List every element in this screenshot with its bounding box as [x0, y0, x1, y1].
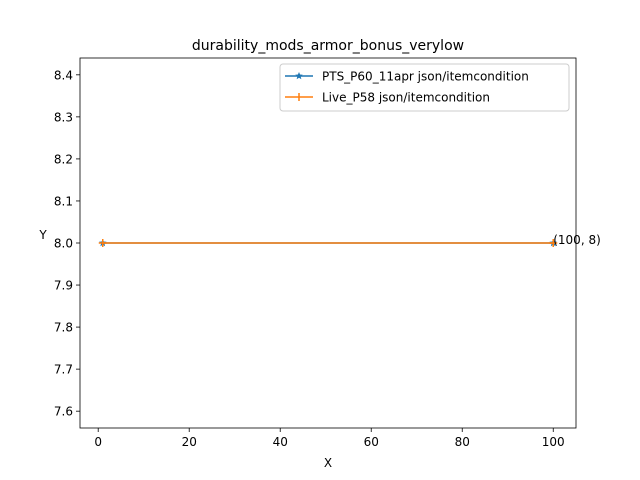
y-tick-label: 8.3	[54, 110, 73, 124]
x-axis-ticks: 0 20 40 60 80 100	[94, 428, 565, 449]
y-tick-label: 7.8	[54, 321, 73, 335]
legend-label-pts: PTS_P60_11apr json/itemcondition	[322, 70, 529, 84]
x-tick-label: 0	[94, 435, 102, 449]
legend: PTS_P60_11apr json/itemcondition Live_P5…	[279, 63, 570, 112]
legend-entry-live: Live_P58 json/itemcondition	[285, 91, 490, 105]
series-layer	[98, 239, 558, 247]
y-tick-label: 8.0	[54, 237, 73, 251]
y-tick-label: 7.9	[54, 279, 73, 293]
chart-title: durability_mods_armor_bonus_verylow	[192, 38, 464, 54]
y-tick-label: 7.6	[54, 405, 73, 419]
legend-entry-pts: PTS_P60_11apr json/itemcondition	[285, 70, 529, 84]
y-tick-label: 8.4	[54, 68, 73, 82]
annotation-layer: (100, 8)	[553, 233, 601, 247]
legend-star-marker	[295, 72, 303, 80]
legend-box	[279, 63, 570, 112]
x-tick-label: 60	[364, 435, 379, 449]
legend-label-live: Live_P58 json/itemcondition	[322, 91, 490, 105]
x-tick-label: 20	[182, 435, 197, 449]
y-tick-label: 8.2	[54, 152, 73, 166]
y-axis-label: Y	[38, 228, 47, 242]
x-axis-label: X	[324, 456, 332, 470]
x-tick-label: 100	[542, 435, 565, 449]
y-tick-label: 7.7	[54, 363, 73, 377]
annotation-label: (100, 8)	[553, 233, 601, 247]
plot-frame	[79, 57, 577, 429]
y-axis-ticks: 7.6 7.7 7.8 7.9 8.0 8.1 8.2 8.3 8.4	[54, 68, 80, 419]
y-tick-label: 8.1	[54, 194, 73, 208]
x-tick-label: 80	[455, 435, 470, 449]
x-tick-label: 40	[273, 435, 288, 449]
